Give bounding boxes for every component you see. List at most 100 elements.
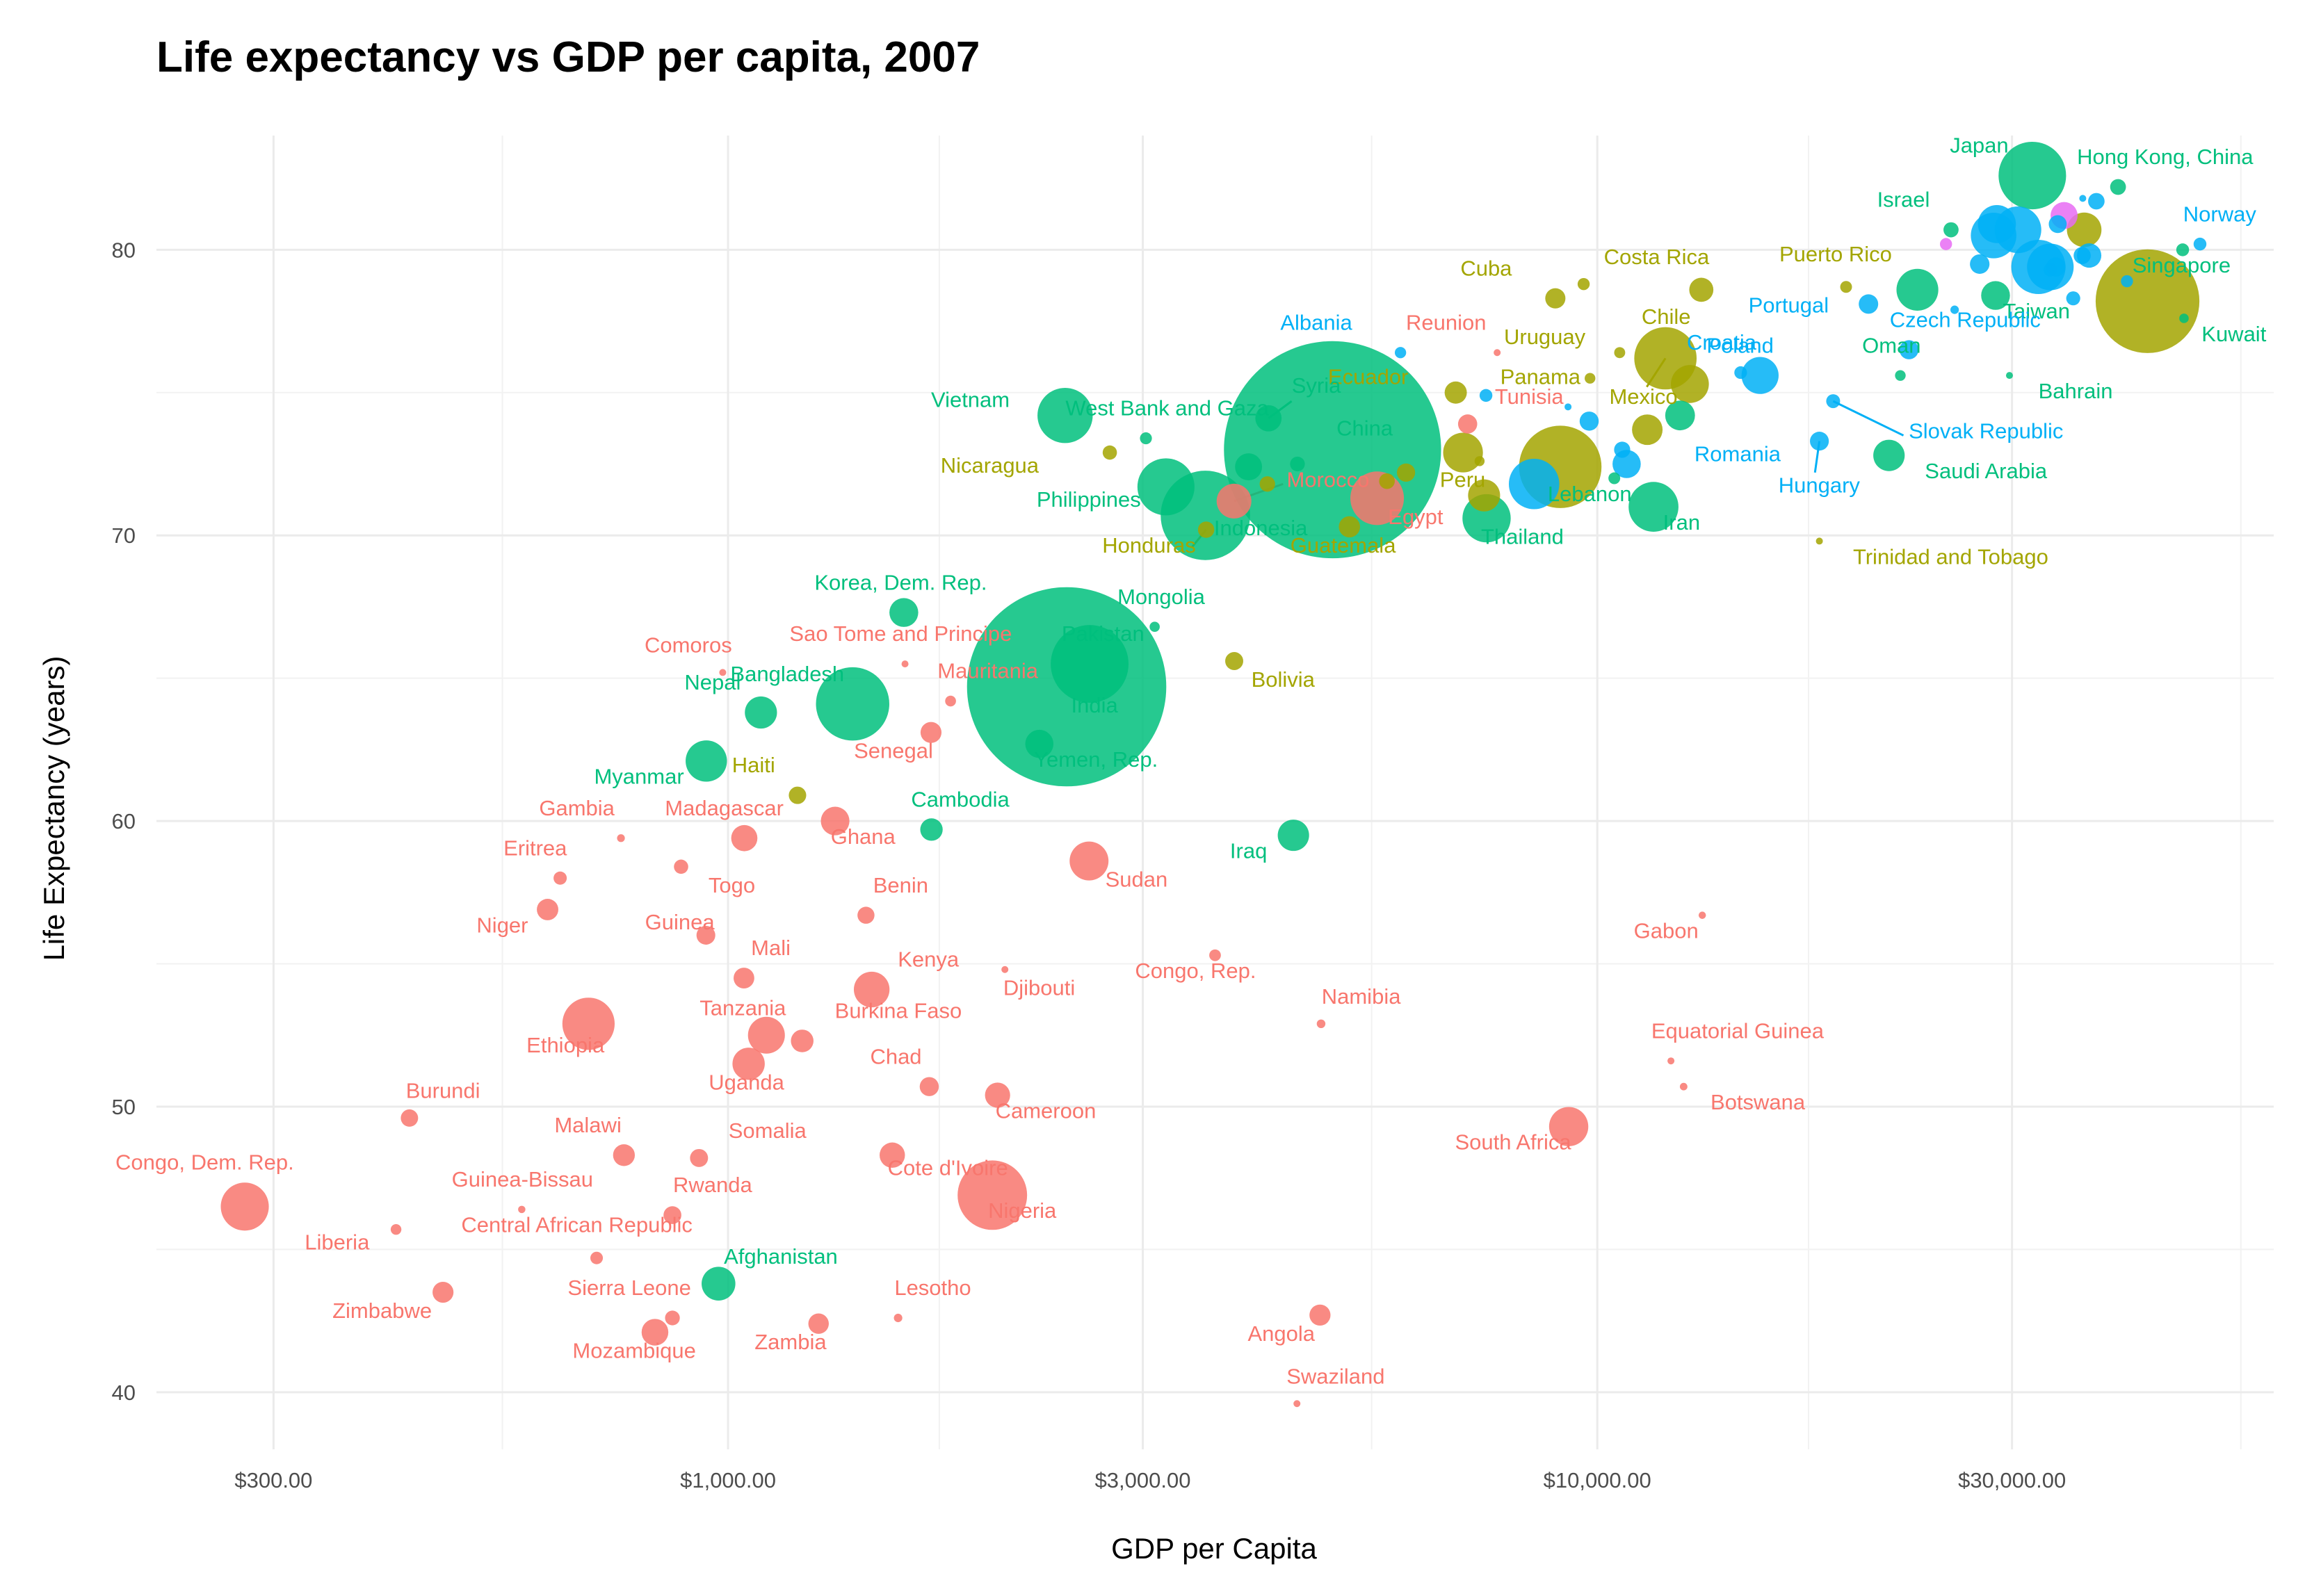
point-label-sierra-leone: Sierra Leone: [567, 1276, 691, 1300]
y-tick-label: 60: [112, 809, 136, 833]
point-label-congo-dem-rep: Congo, Dem. Rep.: [115, 1150, 294, 1174]
point-label-uganda: Uganda: [709, 1070, 784, 1094]
point-label-cuba: Cuba: [1460, 256, 1512, 280]
point-label-peru: Peru: [1440, 467, 1485, 491]
point-congo-rep: [1209, 949, 1221, 961]
point-senegal: [920, 722, 942, 743]
point-paraguay: [1259, 476, 1275, 492]
point-japan: [1998, 141, 2067, 210]
point-angola: [1309, 1304, 1331, 1326]
point-liberia: [390, 1223, 402, 1235]
point-label-somalia: Somalia: [729, 1118, 807, 1143]
point-lebanon: [1608, 472, 1621, 484]
point-singapore: [2176, 243, 2190, 256]
point-gambia: [617, 834, 625, 842]
y-axis-tick-labels: 40 50 60 70 80: [112, 238, 136, 1404]
point-label-burkina-faso: Burkina Faso: [835, 999, 962, 1023]
point-saudi-arabia: [1873, 439, 1905, 471]
point-label-niger: Niger: [476, 913, 528, 937]
point-uganda: [732, 1048, 765, 1080]
point-nigeria: [957, 1160, 1028, 1230]
point-benin: [857, 906, 875, 924]
point-label-malawi: Malawi: [554, 1113, 621, 1137]
point-costa-rica: [1577, 277, 1590, 291]
point-label-tunisia: Tunisia: [1495, 384, 1564, 409]
point-norway: [2193, 237, 2207, 251]
x-tick-label: $300.00: [234, 1468, 312, 1492]
point-label-portugal: Portugal: [1749, 293, 1829, 318]
point-serbia: [1579, 412, 1599, 431]
point-united-states: [2095, 249, 2200, 353]
point-cameroon: [985, 1082, 1010, 1108]
point-tanzania: [747, 1016, 785, 1054]
point-south-africa: [1548, 1107, 1589, 1146]
point-label-ethiopia: Ethiopia: [526, 1033, 605, 1057]
point-el-salvador: [1379, 473, 1395, 489]
point-bosnia-and-herzegovina: [1479, 389, 1493, 402]
point-label-madagascar: Madagascar: [665, 796, 784, 820]
point-label-cambodia: Cambodia: [911, 788, 1010, 812]
point-spain: [1978, 205, 2016, 243]
point-congo-dem-rep: [220, 1182, 269, 1231]
point-bolivia: [1225, 652, 1243, 670]
point-iraq: [1277, 820, 1309, 852]
point-label-romania: Romania: [1695, 441, 1781, 466]
point-nicaragua: [1102, 445, 1117, 460]
point-colombia: [1443, 432, 1483, 473]
point-zimbabwe: [432, 1281, 454, 1303]
point-rwanda: [663, 1206, 681, 1224]
point-label-equatorial-guinea: Equatorial Guinea: [1651, 1018, 1825, 1043]
point-label-trinidad-and-tobago: Trinidad and Tobago: [1853, 544, 2048, 569]
point-label-mali: Mali: [751, 936, 791, 960]
point-honduras: [1197, 521, 1215, 538]
point-west-bank-and-gaza: [1140, 432, 1152, 445]
point-label-china: China: [1336, 416, 1393, 440]
point-label-syria: Syria: [1292, 373, 1341, 398]
point-tunisia: [1457, 414, 1478, 434]
point-label-ecuador: Ecuador: [1328, 364, 1408, 389]
point-cambodia: [920, 818, 943, 841]
point-equatorial-guinea: [1667, 1057, 1675, 1065]
point-jordan: [1290, 456, 1305, 472]
point-label-guatemala: Guatemala: [1291, 533, 1396, 557]
point-label-chad: Chad: [870, 1044, 921, 1068]
point-sudan: [1069, 841, 1109, 881]
x-tick-label: $10,000.00: [1544, 1468, 1651, 1492]
point-label-lesotho: Lesotho: [894, 1276, 971, 1300]
point-burundi: [401, 1109, 419, 1127]
point-label-mongolia: Mongolia: [1117, 585, 1206, 609]
point-slovenia: [1950, 305, 1959, 314]
y-tick-label: 80: [112, 238, 136, 262]
point-mozambique: [641, 1319, 669, 1346]
point-label-india: India: [1071, 693, 1119, 717]
point-label-kenya: Kenya: [898, 947, 960, 972]
point-label-bahrain: Bahrain: [2039, 379, 2113, 403]
point-label-west-bank-and-gaza: West Bank and Gaza: [1065, 396, 1269, 421]
point-label-haiti: Haiti: [732, 753, 775, 777]
point-label-swaziland: Swaziland: [1286, 1365, 1384, 1389]
point-finland: [2044, 263, 2057, 277]
point-kenya: [853, 971, 890, 1008]
point-comoros: [719, 669, 727, 676]
point-label-botswana: Botswana: [1710, 1090, 1806, 1114]
point-korea-rep: [1896, 268, 1939, 311]
point-label-chile: Chile: [1642, 304, 1691, 329]
point-togo: [674, 859, 688, 874]
point-guatemala: [1338, 516, 1360, 538]
point-label-slovak-republic: Slovak Republic: [1909, 419, 2063, 443]
point-chile: [1689, 277, 1714, 302]
label-connector: [1832, 400, 1904, 437]
point-lesotho: [893, 1313, 903, 1323]
point-burkina-faso: [791, 1029, 814, 1052]
y-tick-label: 50: [112, 1095, 136, 1119]
point-ecuador: [1444, 381, 1467, 404]
point-label-eritrea: Eritrea: [503, 836, 567, 860]
point-poland: [1741, 357, 1779, 394]
point-label-bangladesh: Bangladesh: [730, 662, 844, 686]
point-croatia: [1734, 366, 1747, 380]
point-label-angola: Angola: [1247, 1321, 1315, 1346]
point-morocco: [1216, 483, 1252, 519]
point-label-guinea: Guinea: [645, 910, 715, 934]
point-label-sudan: Sudan: [1106, 868, 1168, 892]
point-austria: [2073, 247, 2091, 264]
